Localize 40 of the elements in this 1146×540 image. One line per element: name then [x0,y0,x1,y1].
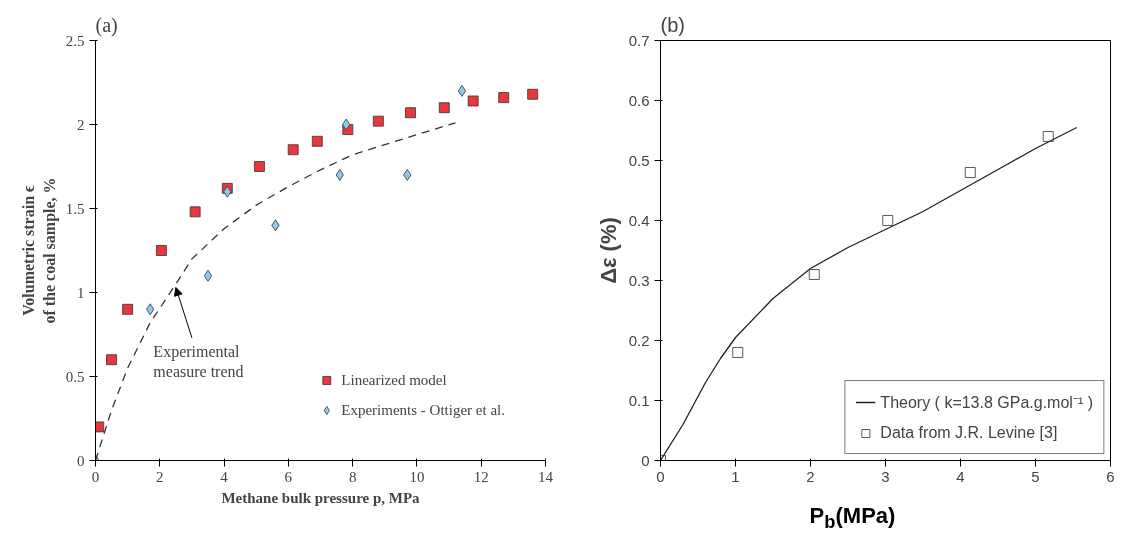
chart-title: (b) [660,13,685,36]
x-tick-label: 0 [656,467,665,485]
y-axis-title: Volumetric strain ϵ of the coal sample, % [20,177,59,324]
y-tick-label: 0.4 [628,211,650,229]
y-tick-label: 0.1 [628,391,650,409]
x-tick-label: 8 [348,468,357,485]
x-tick-label: 4 [956,467,965,485]
legend-label: Experiments - Ottiger et al. [341,401,505,419]
x-tick-label: 10 [409,468,425,485]
chart-title: (a) [95,13,118,37]
x-tick-label: 6 [284,468,293,485]
x-tick-label: 0 [91,468,100,485]
y-tick-label: 0.7 [628,31,650,49]
y-tick-label: 2 [77,116,85,133]
x-tick-label: 1 [731,467,740,485]
legend-label: Theory ( k=13.8 GPa.g.mol⁻¹ ) [880,393,1093,413]
x-tick-label: 5 [1031,467,1040,485]
x-tick-label: 2 [806,467,815,485]
y-tick-label: 2.5 [65,32,85,49]
y-tick-label: 0 [77,452,85,469]
y-tick-label: 0.5 [628,151,650,169]
y-tick-label: 1.5 [65,200,85,217]
x-tick-label: 6 [1106,467,1115,485]
y-tick-label: 1 [77,284,85,301]
x-axis-title: Methane bulk pressure p, MPa [221,489,421,506]
legend-label: Data from J.R. Levine [3] [880,424,1058,442]
x-tick-label: 2 [156,468,164,485]
y-tick-label: 0 [641,451,650,469]
annotation: Experimental measure trend [153,342,244,381]
y-tick-label: 0.6 [628,91,650,109]
y-tick-label: 0.2 [628,331,650,349]
x-axis-title: P$_{b}$(MPa) [809,502,896,535]
legend-label: Linearized model [341,371,447,389]
x-tick-label: 12 [473,468,489,485]
x-tick-label: 14 [538,468,554,485]
y-tick-label: 0.3 [628,271,650,289]
y-axis-title: Δε (%) [595,217,621,284]
x-tick-label: 3 [881,467,890,485]
y-tick-label: 0.5 [65,368,85,385]
x-tick-label: 4 [220,468,229,485]
